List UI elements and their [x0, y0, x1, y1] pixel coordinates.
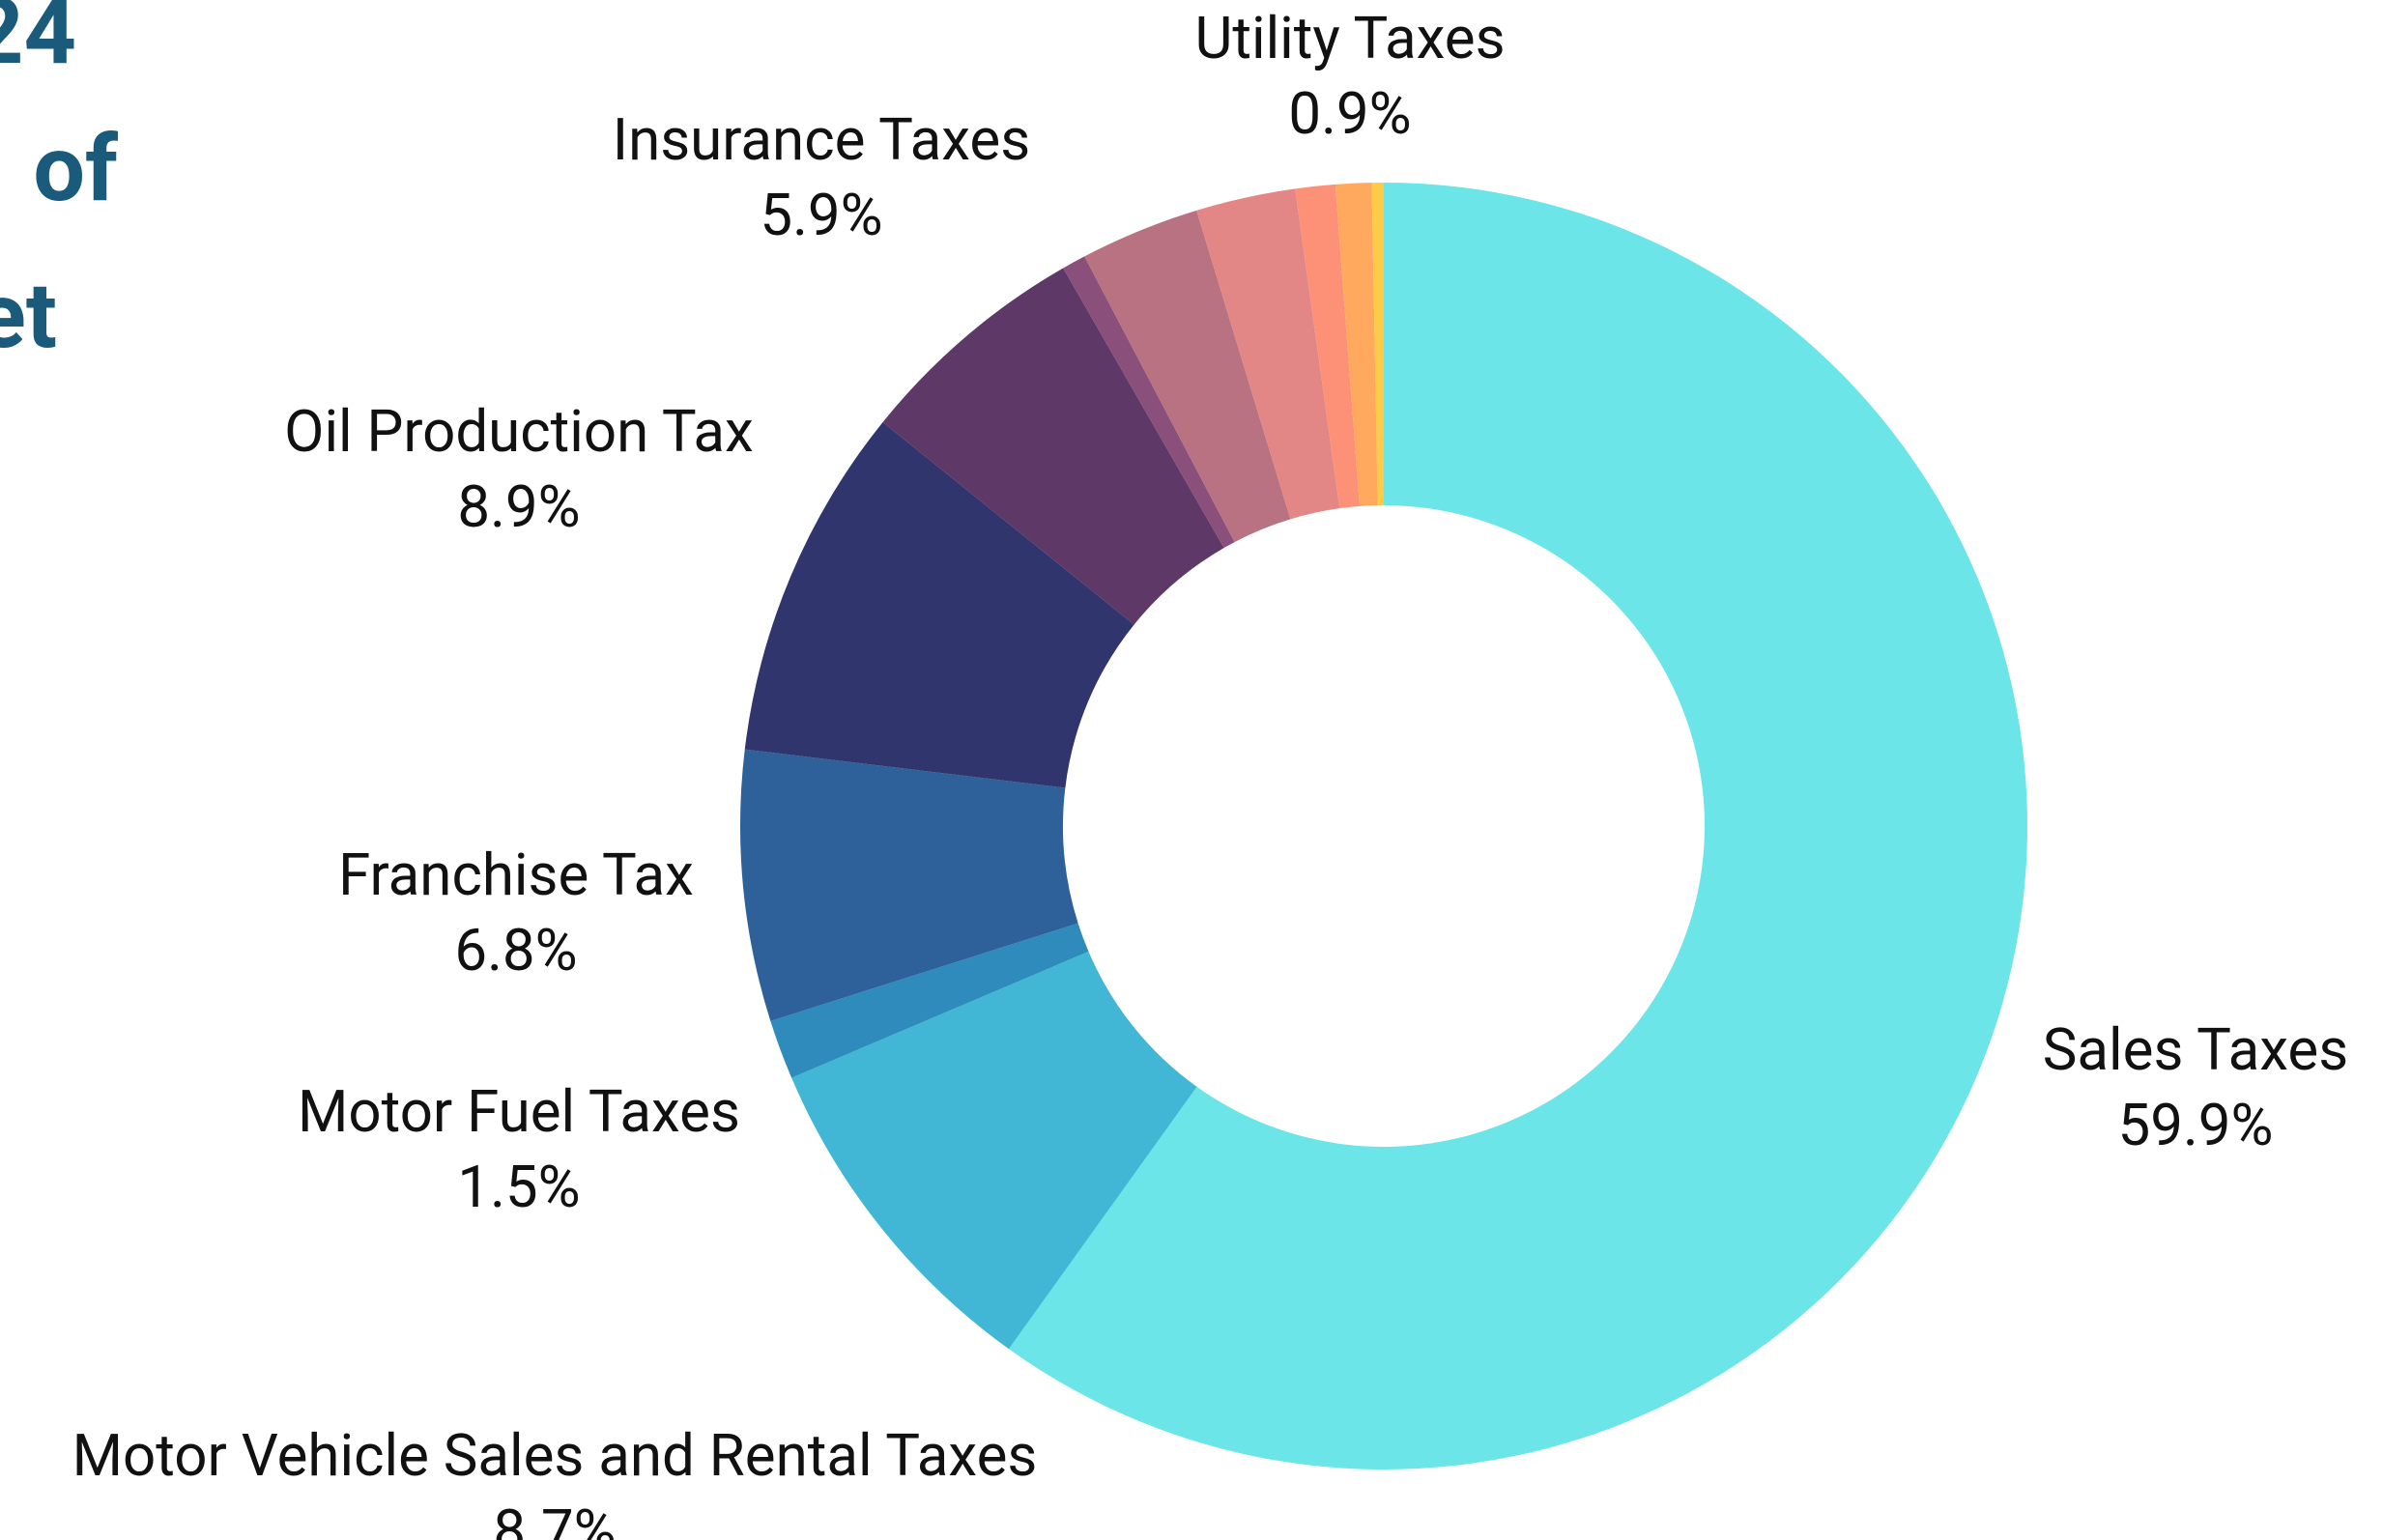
slice-value-label: 59.9% [2118, 1091, 2274, 1159]
donut-slice [770, 923, 1089, 1078]
slice-label: Motor Fuel Taxes [298, 1077, 740, 1146]
donut-slice [1196, 188, 1340, 520]
slice-label: Sales Taxes [2043, 1015, 2348, 1084]
slice-label: Motor Vehicle Sales and Rental Taxes [72, 1421, 1038, 1490]
slice-value-label: 8.9% [457, 472, 580, 541]
slice-value-label: 6.8% [454, 916, 577, 984]
donut-slice [791, 951, 1197, 1350]
donut-slice [1295, 184, 1360, 509]
slice-label: Utility Taxes [1194, 4, 1505, 72]
slice-value-label: 0.9% [1288, 79, 1411, 148]
chart-title: 24 [0, 0, 76, 86]
slice-value-label: 8.7% [493, 1497, 616, 1540]
chart-title: of [33, 116, 119, 223]
donut-slice [1063, 256, 1235, 549]
donut-slice [1335, 183, 1378, 506]
donut-slice [744, 421, 1134, 788]
slice-label: Franchise Tax [338, 841, 694, 909]
slice-value-label: 5.9% [760, 181, 882, 249]
donut-slice [1008, 183, 2027, 1469]
donut-slice [1371, 183, 1384, 506]
slice-label: Insurance Taxes [613, 105, 1030, 174]
donut-slice [740, 749, 1078, 1021]
slice-label: Oil Production Tax [284, 397, 754, 466]
chart-title: et [0, 263, 57, 370]
donut-slice [1084, 210, 1291, 543]
slice-value-label: 1.5% [457, 1153, 580, 1221]
donut-slice [882, 268, 1224, 625]
